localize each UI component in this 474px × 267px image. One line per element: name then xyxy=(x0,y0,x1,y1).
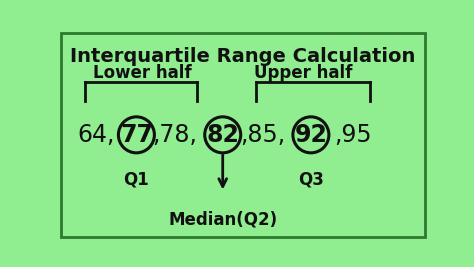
Text: Upper half: Upper half xyxy=(255,64,353,82)
Text: Q3: Q3 xyxy=(298,170,324,188)
Text: Median(Q2): Median(Q2) xyxy=(168,210,277,228)
Text: Interquartile Range Calculation: Interquartile Range Calculation xyxy=(70,47,416,66)
Text: 92: 92 xyxy=(294,123,328,147)
Text: Q1: Q1 xyxy=(124,170,149,188)
Text: ,85,: ,85, xyxy=(241,123,286,147)
Text: ,95: ,95 xyxy=(334,123,372,147)
Text: ,78,: ,78, xyxy=(153,123,197,147)
Text: 82: 82 xyxy=(206,123,239,147)
Text: 64,: 64, xyxy=(77,123,115,147)
Text: 77: 77 xyxy=(120,123,153,147)
Text: Lower half: Lower half xyxy=(92,64,191,82)
